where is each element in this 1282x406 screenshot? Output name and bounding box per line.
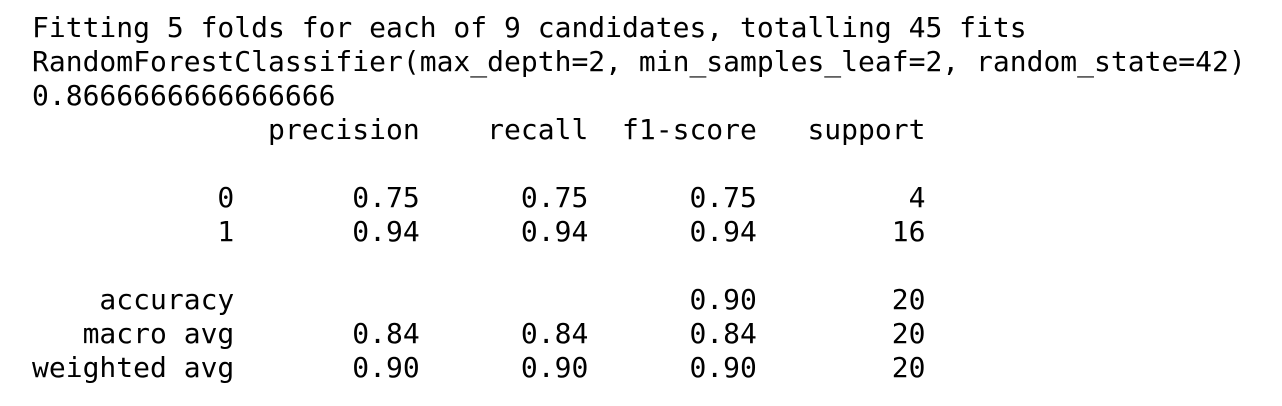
report-row-class-1: 1 0.94 0.94 0.94 16 xyxy=(32,215,926,248)
accuracy-score-text: 0.8666666666666666 xyxy=(32,79,336,112)
blank-line xyxy=(32,249,1246,283)
console-output: Fitting 5 folds for each of 9 candidates… xyxy=(32,11,1246,385)
blank-line xyxy=(32,147,1246,181)
best-estimator-text: RandomForestClassifier(max_depth=2, min_… xyxy=(32,45,1246,78)
report-row-macro-avg: macro avg 0.84 0.84 0.84 20 xyxy=(32,317,926,350)
report-header-row: precision recall f1-score support xyxy=(32,113,926,146)
report-row-class-0: 0 0.75 0.75 0.75 4 xyxy=(32,181,926,214)
report-row-accuracy: accuracy 0.90 20 xyxy=(32,283,926,316)
report-row-weighted-avg: weighted avg 0.90 0.90 0.90 20 xyxy=(32,351,926,384)
cv-fitting-message: Fitting 5 folds for each of 9 candidates… xyxy=(32,11,1027,44)
